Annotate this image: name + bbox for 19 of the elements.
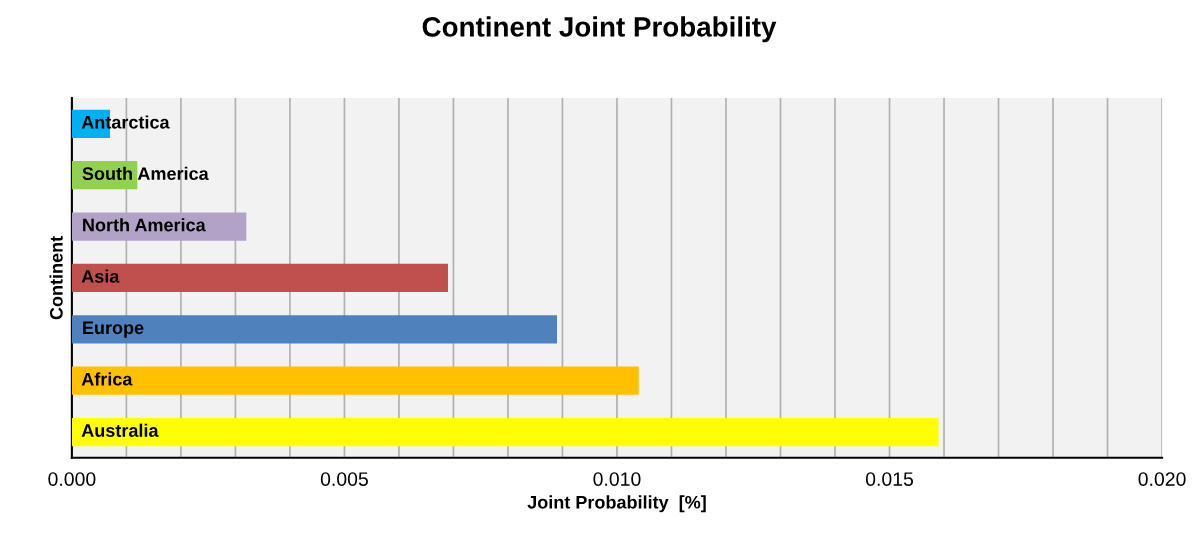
bar [71,263,448,293]
y-tick-label: Asia [81,269,120,283]
y-tick-label: Australia [81,423,159,437]
y-tick-label: South America [82,166,209,181]
y-tick-label: North America [83,218,206,232]
y-tick-label: Europe [83,321,144,338]
x-tick-label: 0.020 [1138,472,1186,486]
x-tick-label: 0.010 [593,472,641,486]
chart-title: Continent Joint Probability [422,16,777,43]
x-tick-label: 0.015 [865,472,914,486]
x-tick-label: 0.005 [320,472,368,486]
x-tick-label: 0.000 [48,472,96,486]
bar [71,366,639,395]
x-axis-title: Joint Probability [%] [527,495,706,513]
y-axis-title: Continent [49,236,63,320]
y-tick-label: Africa [81,372,133,386]
bar [71,315,558,344]
bar [71,417,939,447]
bar [71,212,247,241]
